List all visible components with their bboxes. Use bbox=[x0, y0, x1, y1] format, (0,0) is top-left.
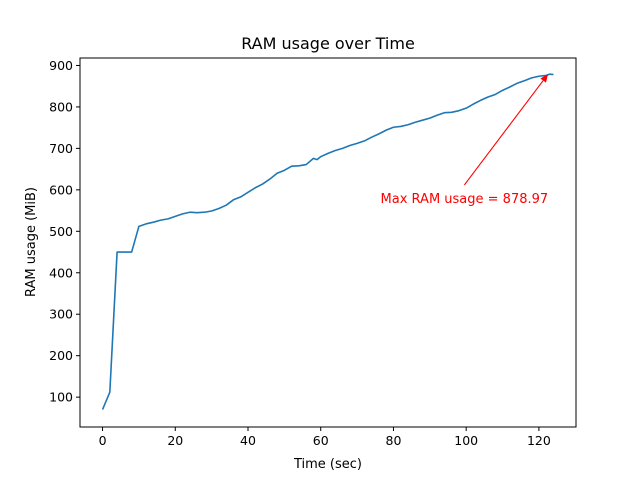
annotations: Max RAM usage = 878.97 bbox=[381, 74, 549, 207]
y-tick-label: 800 bbox=[49, 99, 73, 114]
annotation-arrow-head bbox=[540, 74, 548, 83]
x-tick-label: 20 bbox=[167, 433, 183, 448]
y-axis-ticks: 100 200 300 400 500 600 700 800 900 bbox=[49, 58, 80, 405]
x-axis-ticks: 0 20 40 60 80 100 120 bbox=[99, 427, 551, 448]
ram-usage-series-line bbox=[101, 73, 554, 410]
chart-title: RAM usage over Time bbox=[241, 34, 415, 53]
y-tick-label: 600 bbox=[49, 182, 73, 197]
x-tick-label: 60 bbox=[313, 433, 329, 448]
annotation-arrow-line bbox=[463, 80, 544, 186]
x-tick-label: 0 bbox=[99, 433, 107, 448]
y-axis-label: RAM usage (MiB) bbox=[24, 187, 39, 297]
y-tick-label: 100 bbox=[49, 390, 73, 405]
y-tick-label: 500 bbox=[49, 224, 73, 239]
x-tick-label: 40 bbox=[240, 433, 256, 448]
axes-frame bbox=[79, 57, 577, 428]
x-tick-label: 80 bbox=[386, 433, 402, 448]
x-tick-label: 120 bbox=[527, 433, 551, 448]
plot-area bbox=[101, 73, 554, 410]
y-tick-label: 700 bbox=[49, 141, 73, 156]
x-axis-label: Time (sec) bbox=[293, 457, 362, 472]
x-tick-label: 100 bbox=[454, 433, 478, 448]
y-tick-label: 300 bbox=[49, 307, 73, 322]
y-tick-label: 900 bbox=[49, 58, 73, 73]
y-tick-label: 400 bbox=[49, 265, 73, 280]
y-tick-label: 200 bbox=[49, 348, 73, 363]
max-ram-annotation-text: Max RAM usage = 878.97 bbox=[381, 192, 549, 207]
